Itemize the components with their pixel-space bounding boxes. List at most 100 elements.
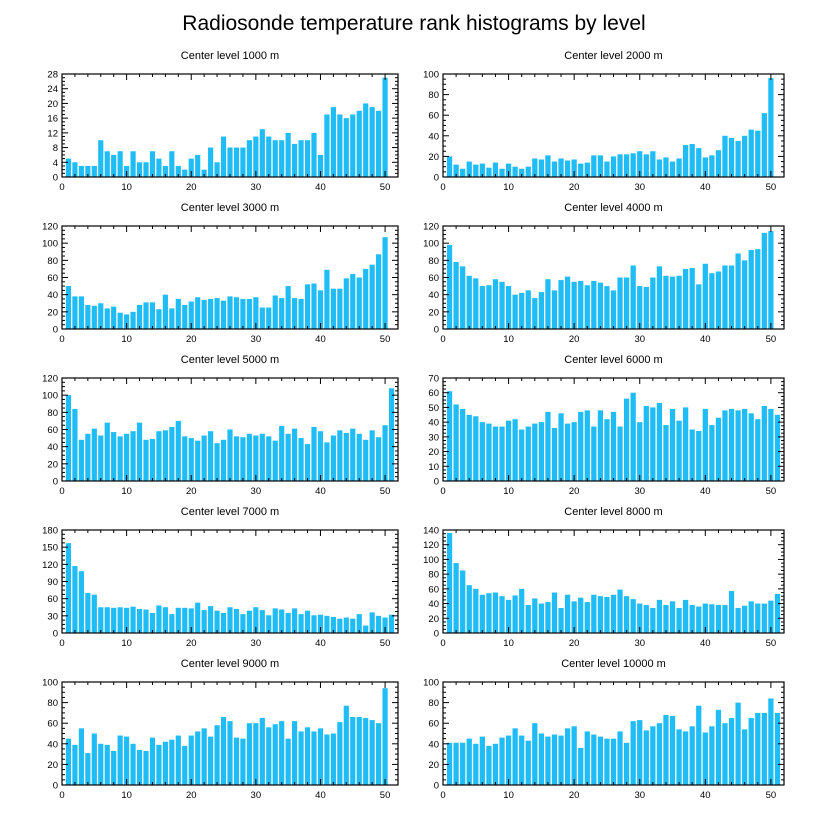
bar [156, 744, 162, 785]
bar [492, 743, 499, 785]
bar [298, 298, 304, 329]
panel-9: Center level 9000 m 0 10 20 30 40 50 0 20 40 60 80 1… [42, 658, 399, 801]
x-tick-label: 10 [503, 790, 514, 801]
bar [728, 408, 735, 481]
bar [188, 158, 194, 177]
panel-2: Center level 2000 m 0 10 20 30 40 50 0 20 40 60 80 1… [423, 50, 785, 193]
bar [755, 712, 761, 785]
bar [195, 602, 201, 633]
bar [208, 431, 214, 481]
ticks [61, 377, 398, 482]
bar [519, 735, 525, 785]
bar [473, 416, 479, 481]
bar [643, 154, 649, 177]
y-tick-label: 0 [434, 325, 439, 336]
bar [259, 718, 265, 785]
bar [182, 169, 188, 177]
bar [597, 596, 604, 633]
bar [683, 599, 689, 633]
bar [382, 688, 388, 785]
bar [623, 596, 630, 633]
y-tick-label: 100 [423, 555, 439, 566]
bar [162, 741, 168, 785]
bar [735, 253, 741, 329]
bar [337, 618, 343, 633]
x-tick-label: 20 [569, 486, 580, 497]
bar [91, 594, 97, 633]
bar [492, 279, 499, 329]
bar [512, 419, 518, 481]
bar [214, 610, 220, 633]
bar [584, 410, 590, 481]
x-tick-label: 30 [634, 334, 645, 345]
bar [382, 617, 388, 633]
bar [735, 140, 741, 177]
y-tick-label: 180 [42, 526, 58, 537]
bar [324, 615, 330, 633]
bar [208, 736, 214, 785]
y-tick-label: 8 [53, 143, 58, 154]
bar [512, 595, 518, 633]
bar [643, 405, 649, 481]
bar [768, 231, 774, 329]
x-tick-label: 20 [186, 638, 197, 649]
bar [130, 151, 136, 177]
bar [545, 279, 551, 329]
bar [591, 155, 597, 177]
bar [558, 735, 564, 785]
bar [564, 276, 571, 329]
y-tick-label: 20 [47, 99, 58, 110]
bar [571, 281, 577, 329]
bar [742, 408, 748, 481]
y-tick-label: 0 [53, 325, 58, 336]
y-tick-label: 100 [42, 239, 58, 250]
bar [343, 118, 349, 177]
bar [240, 614, 246, 633]
bar [227, 607, 233, 633]
bar [98, 435, 104, 481]
bar [259, 610, 265, 633]
bar [130, 311, 136, 329]
bar [279, 426, 285, 481]
bar [149, 302, 156, 329]
bar [188, 438, 194, 481]
bar [330, 435, 336, 481]
bar [162, 607, 168, 633]
bar [532, 298, 538, 329]
y-tick-label: 40 [428, 290, 439, 301]
y-tick-label: 120 [423, 222, 439, 233]
y-tick-label: 0 [53, 477, 58, 488]
bar [623, 398, 630, 481]
bar [220, 136, 227, 177]
bar [578, 280, 584, 329]
ticks [442, 225, 784, 330]
bar [702, 603, 708, 633]
bar [610, 290, 617, 330]
bar [175, 165, 181, 177]
bar [578, 747, 584, 785]
bar [369, 264, 375, 330]
bar [656, 159, 663, 177]
bar [337, 430, 343, 481]
bar [272, 440, 278, 481]
x-tick-label: 50 [766, 182, 777, 193]
bars [446, 391, 781, 481]
bar [259, 433, 265, 481]
y-tick-label: 20 [428, 447, 439, 458]
bar [460, 570, 466, 633]
y-tick-label: 80 [428, 570, 439, 581]
x-tick-label: 30 [634, 182, 645, 193]
bar [382, 77, 388, 177]
x-tick-label: 10 [121, 182, 132, 193]
bar [460, 742, 466, 785]
bar [453, 164, 459, 177]
bar [117, 607, 123, 633]
bar [233, 436, 240, 481]
bar [182, 745, 188, 785]
bar [545, 602, 551, 633]
bar [356, 717, 362, 785]
bar [689, 268, 695, 329]
bar [709, 604, 715, 633]
bar [124, 736, 130, 785]
bar [272, 608, 278, 633]
